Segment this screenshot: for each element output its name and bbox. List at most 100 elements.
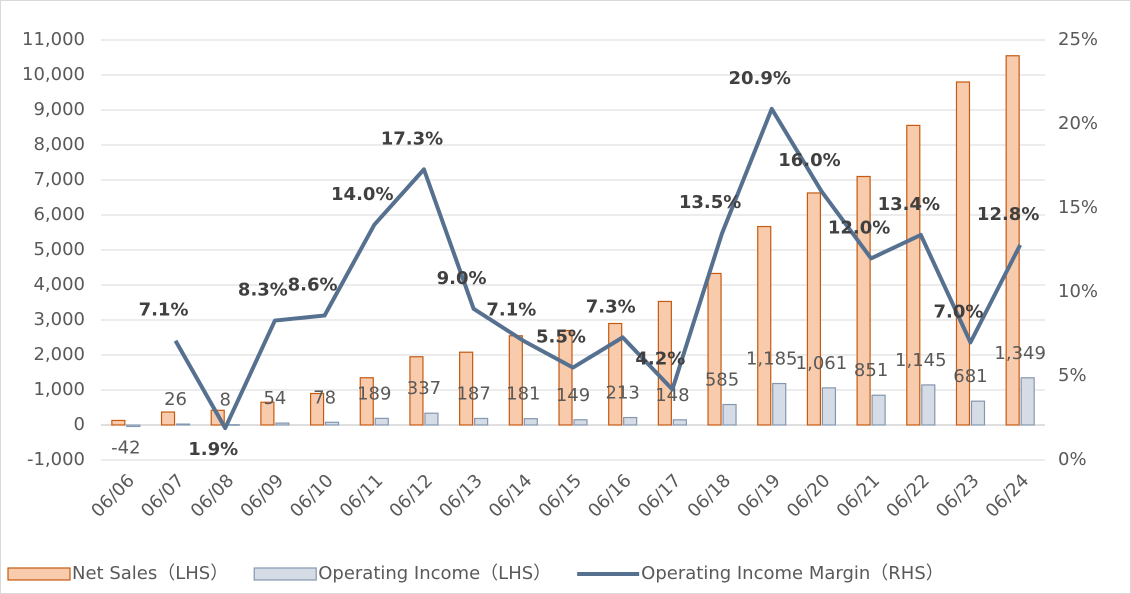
bar-value-label: 54 <box>263 388 286 409</box>
line-value-label: 4.2% <box>635 348 685 369</box>
y-tick-label: 11,000 <box>22 29 85 50</box>
bar-value-label: 189 <box>357 383 391 404</box>
bar <box>160 411 176 426</box>
bar <box>672 419 687 426</box>
bar-value-label: 148 <box>655 385 689 406</box>
legend-swatch <box>253 567 317 581</box>
y2-tick-label: 20% <box>1058 113 1098 134</box>
y2-tick-label: 5% <box>1058 365 1087 386</box>
bar <box>260 401 275 426</box>
legend-label: Operating Income Margin（RHS） <box>641 563 944 584</box>
bar-value-label: 78 <box>313 387 336 408</box>
line-value-label: 16.0% <box>778 150 840 171</box>
y-tick-label: 4,000 <box>33 274 85 295</box>
line-value-label: 13.4% <box>878 194 940 215</box>
bar <box>275 422 290 426</box>
bar-value-label: 26 <box>164 389 187 410</box>
y2-tick-label: 10% <box>1058 281 1098 302</box>
bar-value-label: 585 <box>705 370 739 391</box>
bar <box>508 335 523 426</box>
line-value-label: 1.9% <box>188 439 238 460</box>
bar-value-label: 1,145 <box>895 350 947 371</box>
bar <box>409 356 424 426</box>
bar-value-label: 1,349 <box>994 343 1046 364</box>
bar <box>955 81 971 426</box>
bar <box>175 423 191 426</box>
bar <box>657 300 672 426</box>
legend-label: Operating Income（LHS） <box>318 563 551 584</box>
bar <box>757 225 772 426</box>
bar-value-label: 149 <box>556 385 590 406</box>
bar <box>474 417 489 426</box>
line-value-label: 9.0% <box>437 268 487 289</box>
y-tick-label: 8,000 <box>33 134 85 155</box>
line-value-label: 13.5% <box>679 192 741 213</box>
bar <box>623 416 638 426</box>
bar-value-label: 8 <box>219 390 230 411</box>
bar <box>459 351 474 426</box>
y-tick-label: 7,000 <box>33 169 85 190</box>
bar-value-label: 187 <box>456 383 490 404</box>
line-value-label: 20.9% <box>729 68 791 89</box>
y2-tick-label: 25% <box>1058 29 1098 50</box>
line-value-label: 7.3% <box>586 296 636 317</box>
bar-value-label: 337 <box>407 378 441 399</box>
legend-label: Net Sales（LHS） <box>72 563 228 584</box>
bar <box>523 418 538 426</box>
line-value-label: 7.1% <box>139 300 189 321</box>
bar-value-label: 681 <box>953 366 987 387</box>
bar <box>309 392 325 426</box>
y-tick-label: 10,000 <box>22 64 85 85</box>
y-tick-label: 1,000 <box>33 379 85 400</box>
bar <box>1005 55 1020 426</box>
y-tick-label: 5,000 <box>33 239 85 260</box>
bar <box>359 377 374 426</box>
bar <box>111 419 126 426</box>
y2-tick-label: 15% <box>1058 197 1098 218</box>
bar <box>806 192 822 426</box>
legend-swatch <box>7 567 71 581</box>
bar <box>1020 377 1035 426</box>
bar-value-label: 1,185 <box>746 349 798 370</box>
bar <box>126 424 141 428</box>
line-value-label: 8.3% <box>238 280 288 301</box>
bar <box>906 124 921 426</box>
line <box>173 106 1022 431</box>
bar <box>921 384 936 426</box>
line-value-label: 17.3% <box>381 128 443 149</box>
y-tick-label: 3,000 <box>33 309 85 330</box>
line-value-label: 14.0% <box>331 184 393 205</box>
bar <box>424 412 439 426</box>
bar <box>608 322 623 426</box>
y-tick-label: 2,000 <box>33 344 85 365</box>
bar-value-label: 213 <box>606 383 640 404</box>
bar <box>722 403 737 426</box>
line-value-label: 12.0% <box>828 217 890 238</box>
bar <box>558 329 573 426</box>
bar <box>324 421 340 426</box>
line-value-label: 5.5% <box>536 327 586 348</box>
bar <box>573 419 588 426</box>
y-tick-label: 6,000 <box>33 204 85 225</box>
line-value-label: 7.0% <box>934 301 984 322</box>
line-value-label: 12.8% <box>977 204 1039 225</box>
line-value-label: 7.1% <box>486 300 536 321</box>
bar-value-label: -42 <box>111 437 140 458</box>
bar <box>707 272 722 426</box>
y-tick-label: -1,000 <box>27 449 85 470</box>
line-value-label: 8.6% <box>288 275 338 296</box>
bar <box>970 400 986 426</box>
bar <box>374 417 389 426</box>
bar-value-label: 851 <box>854 360 888 381</box>
bar <box>821 387 837 426</box>
bar-value-label: 1,061 <box>796 353 848 374</box>
bar <box>772 382 787 426</box>
bar <box>871 394 886 426</box>
y-tick-label: 9,000 <box>33 99 85 120</box>
bar-value-label: 181 <box>506 384 540 405</box>
bar <box>856 175 871 426</box>
y-tick-label: 0 <box>74 414 85 435</box>
y2-tick-label: 0% <box>1058 449 1087 470</box>
